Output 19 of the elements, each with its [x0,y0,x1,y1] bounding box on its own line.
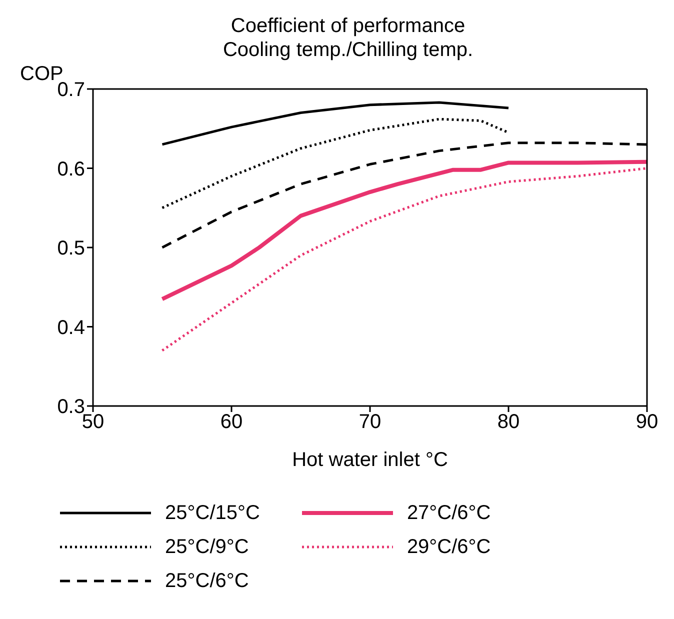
line-series [161,118,510,210]
legend-label: 25°C/6°C [165,570,249,592]
line-series [161,101,510,146]
legend-label: 27°C/6°C [406,502,491,524]
y-tick-label: 0.7 [57,79,85,102]
x-tick-label: 90 [636,411,658,434]
x-tick-label: 70 [358,411,382,434]
chart-title: Coefficient of performance Cooling temp./Chilling temp. [222,15,474,61]
line-series [160,160,647,302]
legend-label: 29°C/6°C [406,536,491,558]
x-tick-label: 60 [220,411,243,434]
y-tick-label: 0.4 [57,316,85,339]
legend-label: 25°C/9°C [165,536,249,558]
x-tick-label: 80 [497,411,520,434]
line-series [161,167,647,352]
y-tick-label: 0.5 [57,238,85,260]
legend-label: 25°C/15°C [165,502,260,524]
x-axis-title: Hot water inlet °C [292,449,448,471]
y-tick-label: 0.6 [57,158,85,180]
